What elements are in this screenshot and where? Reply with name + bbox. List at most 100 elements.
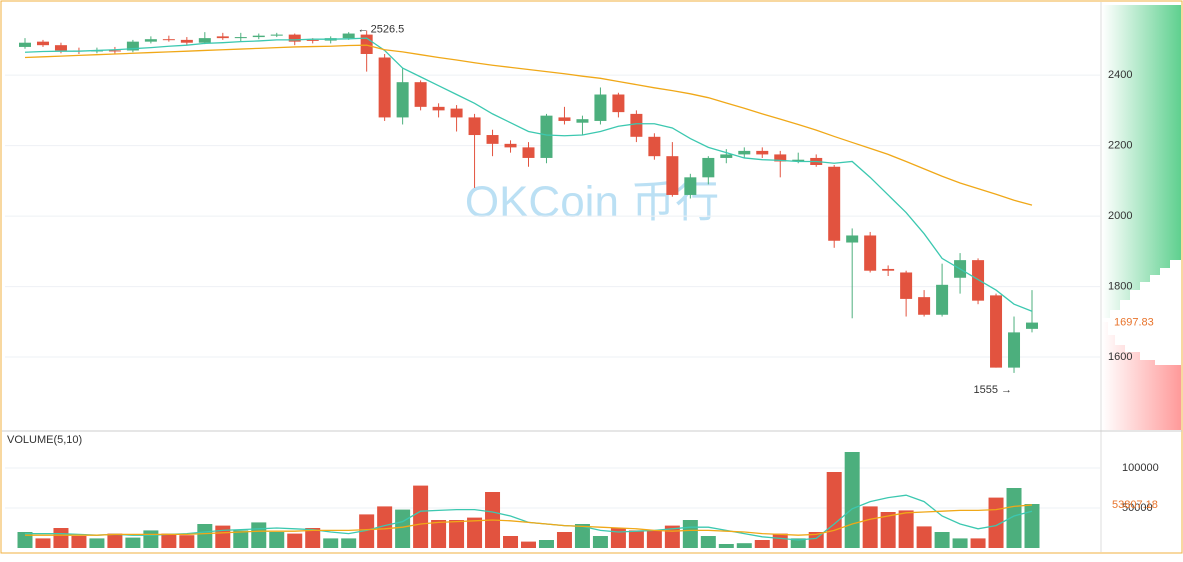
arrow: → bbox=[1001, 384, 1012, 396]
candle-body bbox=[234, 37, 247, 39]
volume-bar bbox=[377, 506, 393, 548]
candle-body bbox=[540, 115, 553, 158]
volume-bar bbox=[449, 520, 465, 548]
volume-bar bbox=[556, 532, 572, 548]
candle-body bbox=[1026, 322, 1038, 329]
y-tick-label: 50000 bbox=[1122, 502, 1153, 514]
candle-body bbox=[594, 94, 607, 121]
volume-bar bbox=[592, 536, 608, 548]
candle-body bbox=[918, 297, 931, 315]
volume-bar bbox=[53, 528, 69, 548]
candle-body bbox=[720, 154, 733, 158]
candle-body bbox=[558, 117, 571, 121]
volume-bar bbox=[646, 530, 662, 548]
volume-bar bbox=[17, 532, 33, 548]
candle-body bbox=[756, 150, 769, 155]
candle-body bbox=[774, 154, 787, 162]
volume-bar bbox=[952, 538, 968, 548]
volume-bar bbox=[197, 524, 213, 548]
candle-body bbox=[216, 36, 229, 39]
high-label: 2526.5 bbox=[371, 23, 405, 35]
candle-body bbox=[450, 108, 463, 118]
volume-bar bbox=[395, 509, 411, 548]
candle-body bbox=[486, 135, 499, 144]
ma-line bbox=[25, 504, 1033, 536]
volume-bar bbox=[862, 506, 878, 548]
y-tick-label: 2400 bbox=[1108, 69, 1132, 81]
candle-body bbox=[882, 268, 895, 271]
candle-body bbox=[864, 235, 877, 271]
volume-bar bbox=[179, 535, 195, 548]
volume-bar bbox=[826, 472, 842, 548]
candle-body bbox=[504, 143, 517, 148]
volume-bar bbox=[934, 532, 950, 548]
volume-bar bbox=[251, 522, 267, 548]
volume-bar bbox=[107, 533, 123, 548]
candle-body bbox=[738, 150, 751, 155]
candle-body bbox=[576, 119, 589, 123]
volume-bar bbox=[125, 537, 141, 548]
volume-bar bbox=[413, 485, 429, 548]
candle-body bbox=[19, 42, 31, 47]
volume-bar bbox=[323, 538, 339, 548]
candle-body bbox=[54, 45, 67, 51]
low-label: 1555 bbox=[974, 384, 998, 396]
candle-body bbox=[630, 113, 643, 137]
volume-bar bbox=[682, 520, 698, 548]
candle-body bbox=[936, 284, 949, 315]
candle-body bbox=[1008, 332, 1021, 368]
y-tick-label: 2200 bbox=[1108, 140, 1132, 152]
volume-bar bbox=[880, 512, 896, 548]
volume-bar bbox=[341, 538, 357, 548]
ma-line bbox=[24, 37, 1033, 312]
volume-bar bbox=[538, 540, 554, 548]
ask-depth bbox=[1102, 322, 1181, 430]
bid-depth bbox=[1102, 5, 1181, 318]
volume-bar bbox=[898, 510, 914, 548]
watermark: OKCoin 币行 bbox=[465, 178, 719, 227]
volume-bar bbox=[1006, 488, 1022, 548]
volume-bar bbox=[269, 532, 285, 548]
volume-bar bbox=[305, 528, 321, 548]
volume-bar bbox=[359, 514, 375, 548]
volume-bar bbox=[1024, 504, 1040, 548]
volume-bar bbox=[503, 536, 519, 548]
volume-bar bbox=[970, 538, 986, 548]
y-tick-label: 2000 bbox=[1108, 210, 1132, 222]
candle-body bbox=[342, 33, 355, 39]
volume-bar bbox=[718, 544, 734, 548]
volume-bar bbox=[700, 536, 716, 548]
candle-body bbox=[684, 177, 697, 195]
y-tick-label: 1600 bbox=[1108, 351, 1132, 363]
candle-body bbox=[288, 34, 301, 42]
candle-body bbox=[468, 117, 481, 136]
volume-bar bbox=[215, 525, 231, 548]
candle-body bbox=[36, 41, 49, 46]
y-tick-label: 1800 bbox=[1108, 280, 1132, 292]
volume-bar bbox=[233, 530, 249, 548]
candle-body bbox=[990, 295, 1003, 368]
volume-bar bbox=[790, 538, 806, 548]
candle-body bbox=[162, 39, 175, 41]
candle-body bbox=[306, 39, 319, 41]
candle-body bbox=[180, 39, 193, 43]
candle-body bbox=[612, 94, 625, 113]
candle-body bbox=[846, 235, 859, 243]
volume-bar bbox=[772, 533, 788, 548]
candle-body bbox=[252, 35, 265, 38]
candle-body bbox=[108, 50, 121, 52]
candle-body bbox=[378, 57, 391, 118]
volume-bar bbox=[71, 536, 87, 548]
candle-body bbox=[396, 82, 409, 118]
volume-bar bbox=[521, 541, 536, 548]
last-price: 1697.83 bbox=[1114, 316, 1154, 328]
candle-body bbox=[144, 39, 157, 42]
ma-line bbox=[24, 44, 1033, 206]
volume-bar bbox=[287, 533, 303, 548]
candle-body bbox=[972, 260, 985, 301]
volume-bar bbox=[736, 543, 752, 548]
volume-bar bbox=[754, 540, 770, 548]
candle-body bbox=[432, 106, 445, 111]
